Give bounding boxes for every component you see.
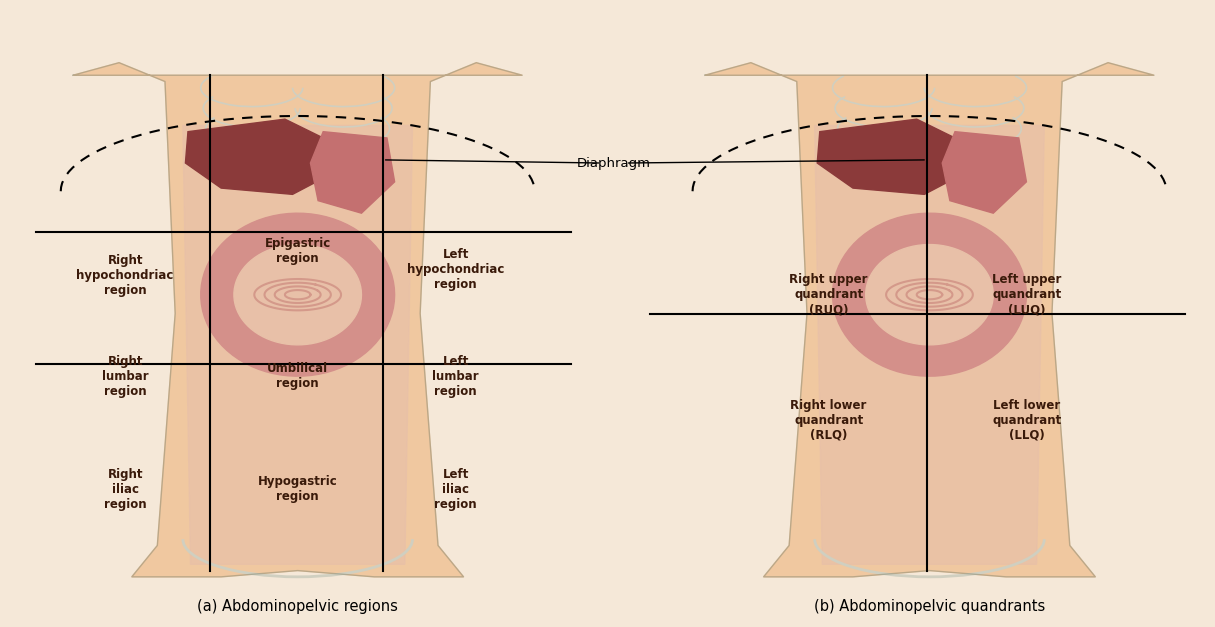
Text: Left
lumbar
region: Left lumbar region [433,355,479,398]
Text: Hypogastric
region: Hypogastric region [258,475,338,503]
Polygon shape [234,245,362,345]
Text: Epigastric
region: Epigastric region [265,237,330,265]
Text: Left
iliac
region: Left iliac region [434,468,477,510]
Polygon shape [186,119,328,194]
Text: (a) Abdominopelvic regions: (a) Abdominopelvic regions [197,599,399,614]
Text: Right
iliac
region: Right iliac region [103,468,147,510]
Text: Right lower
quandrant
(RLQ): Right lower quandrant (RLQ) [791,399,866,441]
Polygon shape [814,125,1045,564]
Text: Right
lumbar
region: Right lumbar region [102,355,148,398]
Polygon shape [200,213,395,376]
Polygon shape [866,245,994,345]
Text: Right upper
quandrant
(RUQ): Right upper quandrant (RUQ) [790,273,868,316]
Text: Left lower
quandrant
(LLQ): Left lower quandrant (LLQ) [993,399,1061,441]
Polygon shape [818,119,960,194]
Polygon shape [705,63,1154,577]
Text: Right
hypochondriac
region: Right hypochondriac region [77,255,174,297]
Polygon shape [832,213,1027,376]
Polygon shape [182,125,413,564]
Text: Left
hypochondriac
region: Left hypochondriac region [407,248,504,291]
Text: Left upper
quandrant
(LUQ): Left upper quandrant (LUQ) [991,273,1062,316]
Text: (b) Abdominopelvic quandrants: (b) Abdominopelvic quandrants [814,599,1045,614]
Text: Umbilical
region: Umbilical region [267,362,328,390]
Polygon shape [943,132,1027,213]
Polygon shape [311,132,395,213]
Polygon shape [73,63,522,577]
Text: Diaphragm: Diaphragm [577,157,650,169]
